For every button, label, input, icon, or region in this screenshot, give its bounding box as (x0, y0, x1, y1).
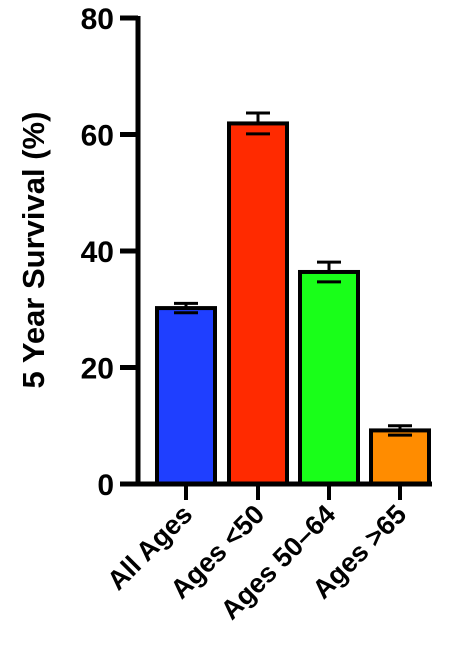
bar-3 (369, 428, 431, 487)
y-tick-label-4: 80 (81, 3, 114, 36)
bar-2 (298, 269, 360, 486)
bar-1 (227, 121, 289, 487)
y-tick-label-2: 40 (81, 236, 114, 269)
y-tick-label-1: 20 (81, 353, 114, 386)
y-tick-label-3: 60 (81, 120, 114, 153)
bar-0 (155, 306, 217, 486)
y-tick-label-0: 0 (97, 469, 114, 502)
y-axis-title: 5 Year Survival (%) (16, 112, 51, 389)
